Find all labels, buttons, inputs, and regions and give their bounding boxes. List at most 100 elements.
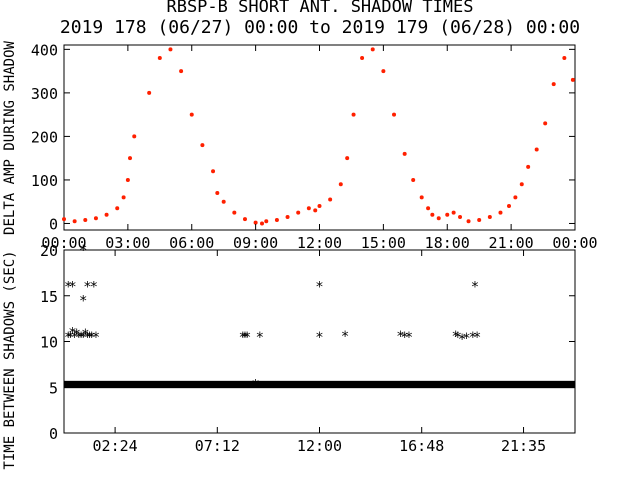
- data-point: [466, 219, 471, 224]
- data-point: [83, 217, 88, 222]
- data-point: [351, 112, 356, 117]
- data-point: [274, 217, 279, 222]
- y-tick-label: 5: [49, 379, 58, 397]
- data-point: [132, 134, 137, 139]
- y-tick-label: 200: [31, 128, 58, 146]
- data-point: [458, 214, 463, 219]
- data-point: *: [87, 330, 95, 346]
- data-point: *: [81, 327, 89, 343]
- data-point: *: [64, 280, 72, 296]
- data-point: *: [92, 330, 100, 346]
- x-tick-label: 09:00: [233, 234, 278, 252]
- data-point: [519, 182, 524, 187]
- data-point: [411, 177, 416, 182]
- data-point: [215, 191, 220, 195]
- data-point: [264, 219, 269, 224]
- data-point: [506, 204, 511, 209]
- data-point: [147, 90, 152, 95]
- data-point: *: [405, 330, 413, 346]
- y-tick-label: 20: [40, 242, 58, 260]
- x-tick-label: 03:00: [105, 234, 150, 252]
- data-point: [370, 47, 375, 52]
- data-point: *: [400, 330, 408, 346]
- data-point: *: [239, 330, 247, 346]
- data-point: *: [75, 330, 83, 346]
- data-point: [242, 217, 247, 222]
- data-point: *: [68, 280, 76, 296]
- bottom-y-axis: 0 5 10 15 20: [40, 242, 575, 443]
- x-tick-label: 12:00: [297, 437, 342, 455]
- data-point: [157, 56, 162, 61]
- top-x-axis: 00:00 03:00 06:00 09:00 12:00 15:00 18:00 21:00…: [41, 45, 598, 252]
- x-tick-label: 16:48: [399, 437, 444, 455]
- x-tick-label: 00:00: [552, 234, 597, 252]
- data-point: [451, 210, 456, 215]
- bottom-y-axis-label: TIME BETWEEN SHADOWS (SEC): [2, 250, 18, 469]
- data-point: *: [315, 330, 323, 346]
- data-point: [179, 69, 184, 74]
- y-tick-label: 0: [49, 425, 58, 443]
- data-point: [487, 214, 492, 219]
- data-point: [477, 217, 482, 222]
- data-point: [328, 197, 333, 202]
- top-data-marks: [62, 47, 575, 226]
- data-point: *: [241, 330, 249, 346]
- data-point: [306, 206, 311, 211]
- data-point: [211, 169, 216, 174]
- chart-subtitle: 2019 178 (06/27) 00:00 to 2019 179 (06/2…: [60, 17, 580, 38]
- baseline-band: [64, 380, 575, 389]
- data-point: *: [83, 330, 91, 346]
- y-tick-label: 15: [40, 288, 58, 306]
- data-point: *: [73, 327, 81, 343]
- data-point: *: [452, 329, 460, 345]
- data-point: *: [473, 330, 481, 346]
- top-y-axis-label: DELTA AMP DURING SHADOW: [2, 41, 18, 235]
- data-point: *: [256, 330, 264, 346]
- x-tick-label: 21:00: [489, 234, 534, 252]
- data-point: [534, 147, 539, 152]
- data-point: [189, 112, 194, 117]
- data-point: *: [251, 378, 259, 394]
- data-point: [360, 56, 365, 61]
- data-point: *: [462, 379, 470, 395]
- data-point: *: [396, 329, 404, 345]
- x-tick-label: 15:00: [361, 234, 406, 252]
- top-y-axis: 0 100 200 300 400: [31, 41, 575, 233]
- data-point: [317, 204, 322, 209]
- data-point: [121, 195, 126, 200]
- data-point: [402, 151, 407, 156]
- x-tick-label: 18:00: [425, 234, 470, 252]
- data-point: [562, 56, 567, 61]
- x-tick-label: 07:12: [195, 437, 240, 455]
- data-point: *: [77, 330, 85, 346]
- data-point: [260, 221, 265, 226]
- top-panel: 0 100 200 300 400 00:00 03:00 06:00 09:00 12:00 1…: [2, 41, 598, 252]
- data-point: *: [70, 330, 78, 346]
- data-point: [526, 164, 531, 169]
- data-point: [392, 112, 397, 117]
- data-point: [543, 121, 548, 126]
- x-tick-label: 21:35: [501, 437, 546, 455]
- data-point: *: [462, 331, 470, 347]
- data-point: [430, 212, 435, 217]
- data-point: [570, 77, 575, 82]
- data-point: [232, 210, 237, 215]
- x-tick-label: 02:24: [93, 437, 138, 455]
- data-point: *: [90, 280, 98, 296]
- x-tick-label: 06:00: [169, 234, 214, 252]
- y-tick-label: 300: [31, 85, 58, 103]
- data-point: *: [79, 330, 87, 346]
- data-point: *: [315, 280, 323, 296]
- data-point: [253, 220, 258, 225]
- data-point: [128, 156, 133, 161]
- data-point: *: [66, 330, 74, 346]
- data-point: [115, 206, 120, 211]
- y-tick-label: 400: [31, 41, 58, 59]
- y-tick-label: 0: [49, 215, 58, 233]
- data-point: *: [64, 330, 72, 346]
- bottom-panel: ********** ***** ****** *** * *** ********* * 0…: [2, 242, 576, 470]
- data-point: *: [83, 280, 91, 296]
- data-point: *: [341, 329, 349, 345]
- data-point: [445, 212, 450, 217]
